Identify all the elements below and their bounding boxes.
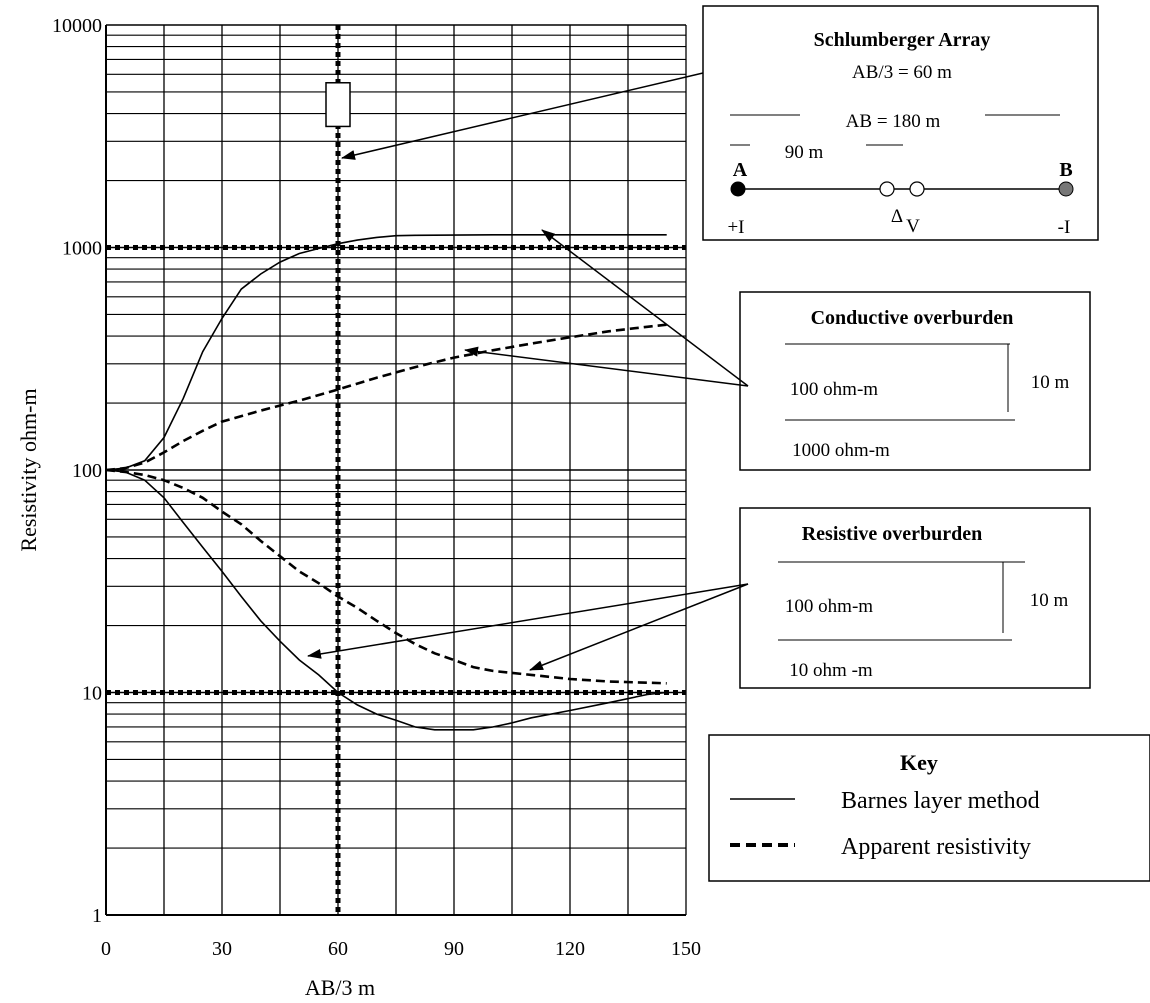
- resistive-overburden-box: Resistive overburden 10 m 100 ohm-m 10 o…: [739, 507, 1091, 689]
- x-tick-label: 0: [101, 938, 111, 960]
- schlumberger-array-box: Schlumberger Array AB/3 = 60 m AB = 180 …: [702, 5, 1099, 241]
- schlumberger-title: Schlumberger Array: [814, 29, 991, 51]
- series-conductive-solid: [105, 234, 667, 471]
- delta-symbol: Δ: [891, 206, 903, 227]
- schlumberger-frame: [702, 5, 1099, 241]
- conductive-top-layer: 100 ohm-m: [790, 379, 878, 400]
- v-label: V: [906, 216, 920, 237]
- plot-markers: [106, 25, 686, 915]
- x-tick-label: 60: [328, 938, 348, 960]
- plus-i-label: +I: [727, 217, 744, 238]
- series-resistive-solid: [105, 469, 667, 731]
- electrode-m: [879, 181, 895, 197]
- arrow-array-to-marker: [341, 72, 704, 160]
- resistive-thickness: 10 m: [1030, 590, 1069, 611]
- series-conductive-dashed: [105, 323, 667, 472]
- arrow-resistive-to-dashed: [529, 583, 749, 671]
- legend-key: Key Barnes layer method Apparent resisti…: [708, 734, 1150, 882]
- x-tick-label: 150: [671, 938, 701, 960]
- resistive-top-layer: 100 ohm-m: [785, 596, 873, 617]
- arrow-conductive-to-solid: [541, 229, 749, 387]
- series-resistive-dashed: [105, 468, 667, 685]
- key-title: Key: [900, 750, 938, 775]
- y-tick-label: 1000: [62, 238, 102, 260]
- key-dashed-label: Apparent resistivity: [841, 834, 1031, 860]
- x-tick-label: 30: [212, 938, 232, 960]
- mn-length-label: 90 m: [785, 142, 824, 163]
- electrode-b-label: B: [1059, 159, 1072, 181]
- y-tick-label: 100: [72, 460, 102, 482]
- arrow-conductive-to-dashed: [464, 346, 749, 387]
- electrode-b: [1058, 181, 1074, 197]
- electrode-a: [730, 181, 746, 197]
- y-tick-label: 10000: [52, 15, 102, 37]
- tick-labels: 0 30 60 90 120 150 1 10 100 1000 10000: [52, 15, 701, 960]
- electrode-a-label: A: [733, 159, 748, 181]
- ab-length-label: AB = 180 m: [846, 111, 941, 132]
- conductive-frame: [739, 291, 1091, 471]
- minus-i-label: -I: [1058, 217, 1071, 238]
- conductive-bottom-layer: 1000 ohm-m: [792, 440, 890, 461]
- y-tick-label: 10: [82, 683, 102, 705]
- conductive-title: Conductive overburden: [811, 307, 1014, 329]
- electrode-n: [909, 181, 925, 197]
- callout-arrows: [307, 72, 749, 671]
- conductive-overburden-box: Conductive overburden 10 m 100 ohm-m 100…: [739, 291, 1091, 471]
- x-axis-title: AB/3 m: [305, 975, 375, 1000]
- key-solid-label: Barnes layer method: [841, 788, 1040, 814]
- y-tick-label: 1: [92, 905, 102, 927]
- conductive-thickness: 10 m: [1031, 372, 1070, 393]
- resistivity-range-box: [325, 82, 351, 128]
- y-axis-title: Resistivity ohm-m: [16, 388, 41, 551]
- x-tick-label: 120: [555, 938, 585, 960]
- key-frame: [708, 734, 1150, 882]
- plot-curves: [105, 234, 667, 731]
- resistive-title: Resistive overburden: [802, 523, 983, 545]
- resistive-frame: [739, 507, 1091, 689]
- x-tick-label: 90: [444, 938, 464, 960]
- schlumberger-spacing: AB/3 = 60 m: [852, 62, 952, 83]
- arrow-resistive-to-solid: [307, 583, 749, 659]
- plot-grid: [105, 24, 687, 916]
- resistive-bottom-layer: 10 ohm -m: [789, 660, 873, 681]
